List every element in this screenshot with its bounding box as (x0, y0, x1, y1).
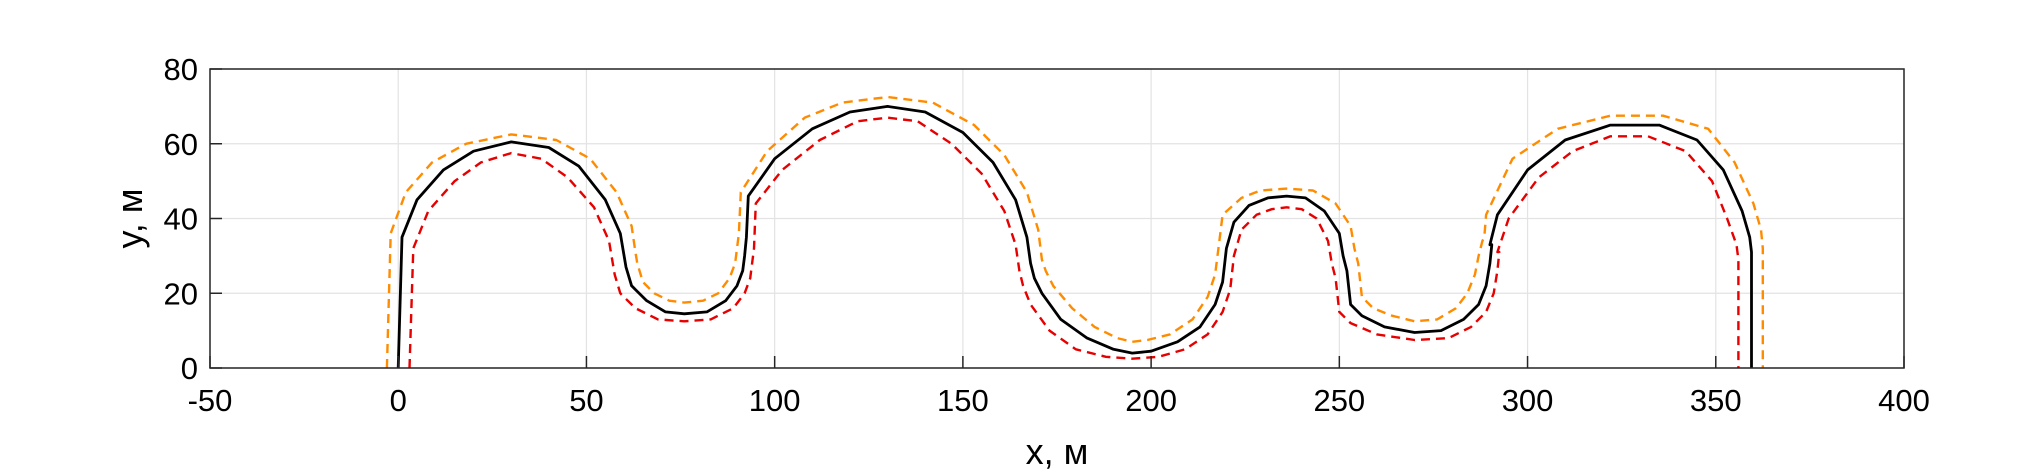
y-tick-label: 20 (164, 276, 198, 311)
x-axis-label: x, м (1026, 431, 1089, 472)
x-tick-labels: -50 0 50 100 150 200 250 300 350 400 (188, 383, 1930, 418)
y-axis-label: y, м (109, 188, 150, 248)
y-tick-label: 60 (164, 127, 198, 162)
x-tick-label: 150 (937, 383, 989, 418)
y-tick-labels: 0 20 40 60 80 (164, 52, 198, 386)
series-group (385, 95, 1765, 369)
y-tick-label: 80 (164, 52, 198, 87)
y-tick-label: 0 (181, 351, 198, 386)
series-line-3 (408, 116, 1740, 369)
series-line-2 (385, 95, 1765, 369)
x-tick-label: 0 (390, 383, 407, 418)
x-tick-label: 350 (1690, 383, 1742, 418)
y-tick-label: 40 (164, 202, 198, 237)
x-tick-label: 100 (749, 383, 801, 418)
x-tick-label: 250 (1313, 383, 1365, 418)
x-tick-label: -50 (188, 383, 233, 418)
x-tick-label: 200 (1125, 383, 1177, 418)
x-tick-label: 300 (1502, 383, 1554, 418)
x-tick-label: 400 (1878, 383, 1930, 418)
tick-marks (209, 68, 1905, 369)
series-line-1 (396, 105, 1753, 369)
x-tick-label: 50 (569, 383, 603, 418)
